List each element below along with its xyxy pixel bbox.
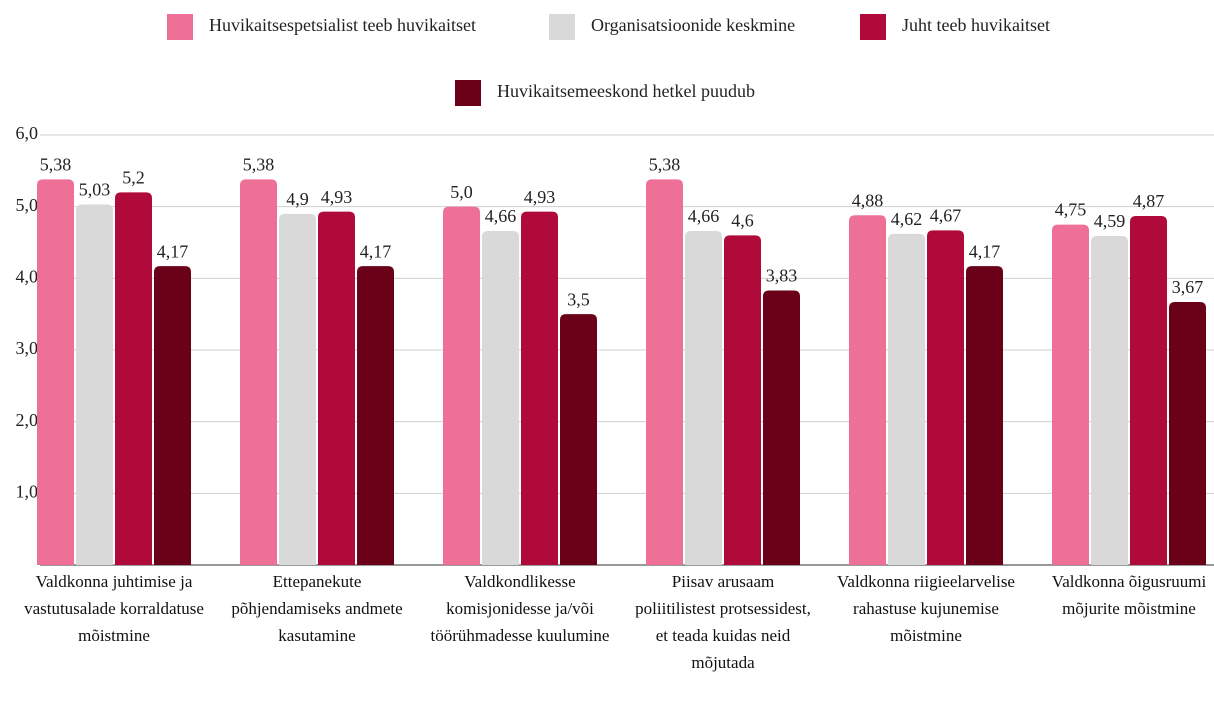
bar xyxy=(1130,215,1167,565)
bar xyxy=(115,192,152,566)
bar xyxy=(966,266,1003,565)
data-label: 5,03 xyxy=(79,180,111,200)
data-label: 4,59 xyxy=(1094,211,1126,231)
x-tick-label: Valdkonna juhtimise ja vastutusalade kor… xyxy=(24,572,204,645)
data-label: 4,9 xyxy=(286,189,309,209)
x-tick-label: Ettepanekute põhjendamiseks andmete kasu… xyxy=(231,572,403,645)
bar xyxy=(1169,301,1206,565)
data-label: 4,62 xyxy=(891,209,923,229)
legend-label: Huvikaitsespetsialist teeb huvikaitset xyxy=(209,15,476,35)
data-label: 4,17 xyxy=(360,241,392,261)
data-label: 4,88 xyxy=(852,190,884,210)
y-tick-label: 3,0 xyxy=(16,338,39,358)
data-label: 4,75 xyxy=(1055,200,1087,220)
bar xyxy=(849,215,886,565)
bar xyxy=(318,211,355,565)
data-label: 4,66 xyxy=(485,206,517,226)
x-tick-label: Valdkonna õigusruumi mõjurite mõistmine xyxy=(1051,572,1207,618)
legend-label: Organisatsioonide keskmine xyxy=(591,15,795,35)
y-tick-label: 6,0 xyxy=(16,123,39,143)
bar xyxy=(154,266,191,565)
bar xyxy=(888,233,925,565)
legend-swatch xyxy=(549,14,575,40)
bar xyxy=(357,266,394,565)
bar xyxy=(724,235,761,566)
data-label: 5,0 xyxy=(450,182,473,202)
data-label: 3,67 xyxy=(1172,277,1204,297)
legend-label: Juht teeb huvikaitset xyxy=(902,15,1050,35)
data-label: 5,38 xyxy=(649,155,681,175)
legend-label: Huvikaitsemeeskond hetkel puudub xyxy=(497,81,755,101)
data-label: 4,6 xyxy=(731,210,754,230)
data-label: 3,5 xyxy=(567,289,590,309)
y-tick-label: 2,0 xyxy=(16,410,39,430)
bar xyxy=(560,314,597,565)
x-tick-label: Valdkonna riigieelarvelise rahastuse kuj… xyxy=(837,572,1015,645)
data-label: 4,87 xyxy=(1133,191,1165,211)
bar xyxy=(927,230,964,566)
bar xyxy=(646,179,683,565)
bar xyxy=(482,231,519,566)
legend-swatch xyxy=(167,14,193,40)
y-tick-label: 4,0 xyxy=(16,266,39,286)
bar xyxy=(1052,224,1089,566)
data-label: 4,93 xyxy=(524,187,556,207)
x-tick-label: Piisav arusaam poliitilistest protsessid… xyxy=(635,572,811,672)
legend-swatch xyxy=(455,80,481,106)
data-label: 5,38 xyxy=(243,155,275,175)
bar xyxy=(240,179,277,565)
legend-swatch xyxy=(860,14,886,40)
data-label: 4,67 xyxy=(930,205,962,225)
bar xyxy=(763,290,800,565)
bar xyxy=(443,206,480,565)
x-tick-label: Valdkondlikesse komisjonidesse ja/või tö… xyxy=(430,572,610,645)
data-label: 4,93 xyxy=(321,187,353,207)
y-tick-label: 1,0 xyxy=(16,481,39,501)
bar xyxy=(76,204,113,565)
data-label: 5,2 xyxy=(122,167,145,187)
bar xyxy=(521,211,558,565)
bar xyxy=(1091,236,1128,566)
bar xyxy=(37,179,74,565)
bar xyxy=(685,231,722,566)
bar xyxy=(279,213,316,566)
data-label: 4,17 xyxy=(157,241,189,261)
y-tick-label: 5,0 xyxy=(16,195,39,215)
data-label: 4,66 xyxy=(688,206,720,226)
data-label: 5,38 xyxy=(40,155,72,175)
data-label: 4,17 xyxy=(969,241,1001,261)
data-label: 3,83 xyxy=(766,266,798,286)
